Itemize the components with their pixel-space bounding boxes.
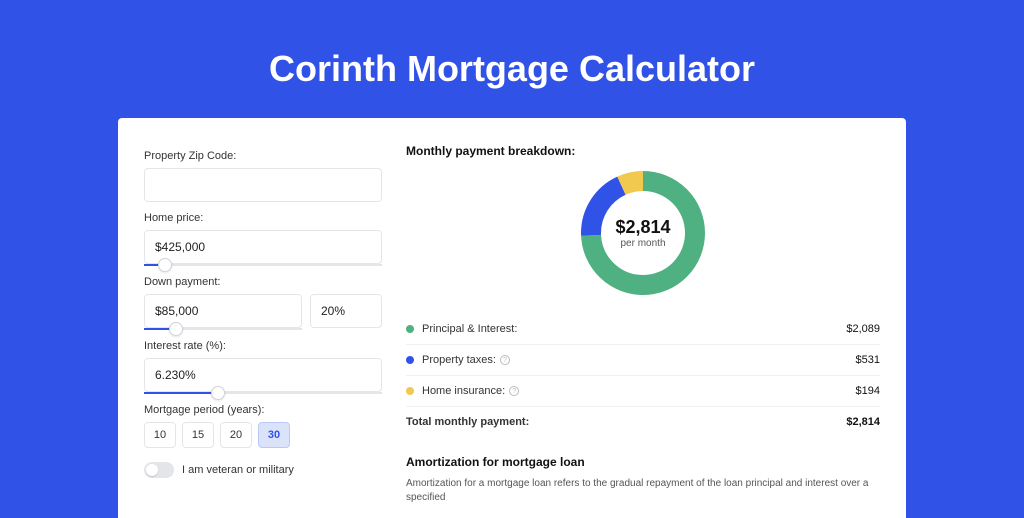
down-slider[interactable] bbox=[144, 328, 302, 330]
down-pct-input[interactable] bbox=[310, 294, 382, 328]
down-slider-thumb[interactable] bbox=[169, 322, 183, 336]
legend-row-principal: Principal & Interest:$2,089 bbox=[406, 314, 880, 345]
info-icon[interactable]: ? bbox=[500, 355, 510, 365]
period-btn-10[interactable]: 10 bbox=[144, 422, 176, 448]
donut-sub: per month bbox=[620, 238, 665, 249]
rate-field: Interest rate (%): bbox=[144, 340, 382, 394]
amort-text: Amortization for a mortgage loan refers … bbox=[406, 477, 880, 505]
legend-label-insurance: Home insurance:? bbox=[422, 385, 856, 397]
breakdown-column: Monthly payment breakdown: $2,814 per mo… bbox=[406, 144, 880, 492]
veteran-row: I am veteran or military bbox=[144, 462, 382, 478]
donut-wrap: $2,814 per month bbox=[406, 170, 880, 296]
rate-label: Interest rate (%): bbox=[144, 340, 382, 352]
period-label: Mortgage period (years): bbox=[144, 404, 382, 416]
legend-value-principal: $2,089 bbox=[846, 323, 880, 335]
breakdown-title: Monthly payment breakdown: bbox=[406, 144, 880, 158]
price-input[interactable] bbox=[144, 230, 382, 264]
veteran-label: I am veteran or military bbox=[182, 464, 294, 476]
down-amount-input[interactable] bbox=[144, 294, 302, 328]
total-value: $2,814 bbox=[846, 416, 880, 428]
total-label: Total monthly payment: bbox=[406, 416, 846, 428]
total-row: Total monthly payment: $2,814 bbox=[406, 407, 880, 437]
rate-slider-thumb[interactable] bbox=[211, 386, 225, 400]
legend-label-taxes: Property taxes:? bbox=[422, 354, 856, 366]
legend-dot-principal bbox=[406, 325, 414, 333]
down-label: Down payment: bbox=[144, 276, 382, 288]
legend-row-insurance: Home insurance:?$194 bbox=[406, 376, 880, 407]
info-icon[interactable]: ? bbox=[509, 386, 519, 396]
legend: Principal & Interest:$2,089Property taxe… bbox=[406, 314, 880, 407]
price-slider[interactable] bbox=[144, 264, 382, 266]
rate-input[interactable] bbox=[144, 358, 382, 392]
period-field: Mortgage period (years): 10152030 bbox=[144, 404, 382, 448]
down-field: Down payment: bbox=[144, 276, 382, 330]
price-label: Home price: bbox=[144, 212, 382, 224]
toggle-knob bbox=[146, 464, 158, 476]
legend-value-taxes: $531 bbox=[856, 354, 880, 366]
period-btn-15[interactable]: 15 bbox=[182, 422, 214, 448]
legend-value-insurance: $194 bbox=[856, 385, 880, 397]
zip-field: Property Zip Code: bbox=[144, 150, 382, 202]
form-column: Property Zip Code: Home price: Down paym… bbox=[144, 144, 382, 492]
rate-slider[interactable] bbox=[144, 392, 382, 394]
price-slider-thumb[interactable] bbox=[158, 258, 172, 272]
page-title: Corinth Mortgage Calculator bbox=[0, 0, 1024, 118]
period-btn-20[interactable]: 20 bbox=[220, 422, 252, 448]
amortization-section: Amortization for mortgage loan Amortizat… bbox=[406, 455, 880, 505]
price-field: Home price: bbox=[144, 212, 382, 266]
veteran-toggle[interactable] bbox=[144, 462, 174, 478]
period-btn-30[interactable]: 30 bbox=[258, 422, 290, 448]
legend-dot-taxes bbox=[406, 356, 414, 364]
donut-chart: $2,814 per month bbox=[580, 170, 706, 296]
legend-dot-insurance bbox=[406, 387, 414, 395]
amort-title: Amortization for mortgage loan bbox=[406, 455, 880, 469]
calculator-panel: Property Zip Code: Home price: Down paym… bbox=[118, 118, 906, 518]
legend-row-taxes: Property taxes:?$531 bbox=[406, 345, 880, 376]
zip-input[interactable] bbox=[144, 168, 382, 202]
legend-label-principal: Principal & Interest: bbox=[422, 323, 846, 335]
donut-amount: $2,814 bbox=[615, 217, 670, 238]
zip-label: Property Zip Code: bbox=[144, 150, 382, 162]
